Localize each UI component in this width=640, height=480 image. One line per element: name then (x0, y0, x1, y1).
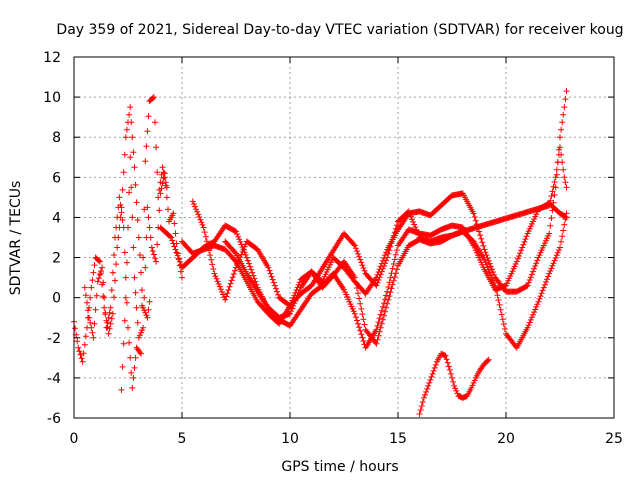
y-tick-label: -4 (47, 371, 61, 387)
series-arc-3 (222, 88, 570, 321)
point-markers (81, 94, 170, 391)
x-tick-label: 0 (70, 431, 79, 447)
point-markers (157, 200, 570, 351)
series-early-noisy-a (71, 104, 153, 365)
point-markers (416, 350, 492, 417)
plot-frame (73, 56, 615, 419)
y-tick-label: -6 (47, 411, 61, 427)
x-tick-label: 5 (178, 431, 187, 447)
x-tick-label: 25 (605, 431, 623, 447)
x-tick-label: 15 (389, 431, 407, 447)
x-tick-label: 20 (497, 431, 515, 447)
series-low-arc (416, 350, 492, 417)
y-tick-label: 6 (52, 170, 61, 186)
y-tick-label: 10 (43, 90, 61, 106)
chart-title: Day 359 of 2021, Sidereal Day-to-day VTE… (56, 22, 623, 38)
y-tick-label: 4 (52, 210, 61, 226)
y-tick-label: 8 (52, 130, 61, 146)
y-tick-label: 12 (43, 50, 61, 66)
y-axis-title: SDTVAR / TECUs (8, 181, 24, 296)
series-arc-4 (189, 144, 570, 309)
axis-ticks (73, 56, 615, 419)
series-early-noisy-b (81, 94, 170, 391)
point-markers (189, 144, 570, 309)
series-early-noisy-c (118, 154, 185, 393)
y-tick-labels: -6 -4 -2 0 2 4 6 8 10 12 (43, 50, 61, 427)
x-tick-label: 10 (281, 431, 299, 447)
point-markers (71, 104, 153, 365)
series-arc-1 (157, 200, 570, 351)
point-markers (118, 154, 185, 393)
x-tick-labels: 0 5 10 15 20 25 (70, 431, 623, 447)
y-tick-label: 2 (52, 251, 61, 267)
point-markers (222, 88, 570, 321)
y-tick-label: -2 (47, 331, 61, 347)
data-points (71, 88, 570, 417)
x-axis-title: GPS time / hours (281, 459, 398, 475)
y-tick-label: 0 (52, 291, 61, 307)
grid-lines (74, 57, 614, 418)
